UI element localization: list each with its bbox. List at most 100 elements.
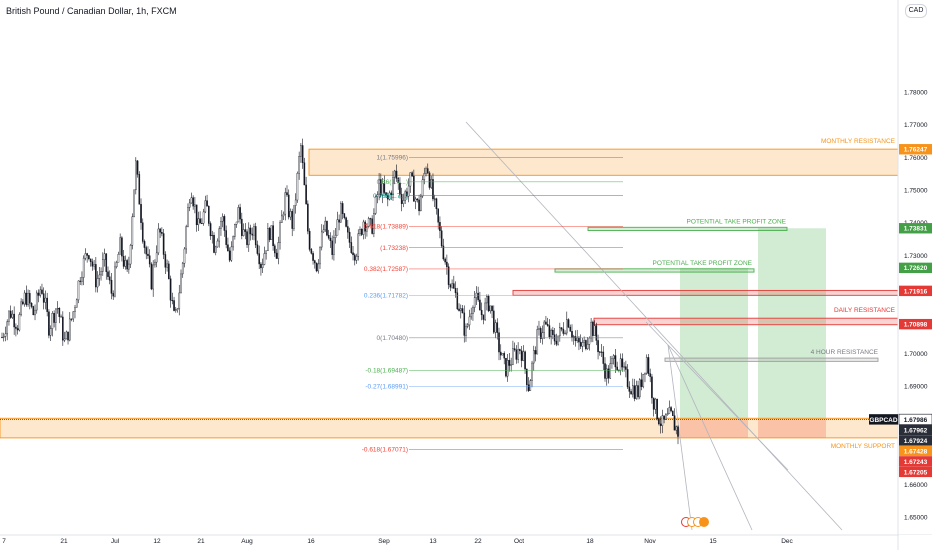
candle-body bbox=[432, 179, 434, 200]
candle-body bbox=[578, 337, 580, 343]
candle-body bbox=[244, 229, 247, 232]
candle-body bbox=[232, 236, 234, 248]
candle-body bbox=[673, 415, 676, 431]
price-label-box bbox=[899, 466, 932, 478]
price-label-box bbox=[899, 318, 932, 330]
trend-line[interactable] bbox=[465, 121, 843, 531]
price-label-text: 1.70898 bbox=[904, 322, 928, 329]
candle-body bbox=[112, 293, 115, 297]
candle-body bbox=[216, 240, 219, 248]
candle-body bbox=[590, 321, 592, 339]
candle-body bbox=[23, 292, 26, 305]
candle-body bbox=[536, 329, 539, 355]
candle-body bbox=[557, 335, 559, 345]
fib-label: -0.618(1.67071) bbox=[362, 446, 408, 453]
candle-body bbox=[188, 202, 191, 208]
trend-line[interactable] bbox=[645, 321, 789, 471]
candle-body bbox=[105, 253, 108, 272]
candle-body bbox=[494, 322, 497, 333]
candle-body bbox=[293, 205, 295, 229]
price-label-text: 1.67428 bbox=[904, 448, 928, 455]
candle-body bbox=[126, 260, 128, 270]
candle-body bbox=[338, 219, 340, 223]
candle-body bbox=[569, 326, 572, 332]
candle-body bbox=[178, 292, 181, 309]
price-label-text: 1.71916 bbox=[904, 288, 928, 295]
candle-body bbox=[296, 172, 299, 201]
economic-event-icon[interactable] bbox=[699, 517, 709, 527]
candle-body bbox=[652, 397, 655, 410]
profit-zone[interactable] bbox=[680, 267, 748, 420]
candle-body bbox=[284, 192, 287, 215]
fib-label: 0.236(1.71782) bbox=[364, 292, 408, 299]
candle-body bbox=[508, 359, 511, 366]
candle-body bbox=[159, 228, 161, 233]
candle-body bbox=[117, 254, 120, 263]
candle-body bbox=[121, 237, 123, 257]
candle-body bbox=[320, 231, 323, 248]
price-label-box bbox=[898, 413, 932, 425]
candle-body bbox=[390, 192, 393, 196]
candle-body bbox=[414, 198, 417, 202]
candle-body bbox=[435, 198, 438, 210]
fib-layer: 1(1.75996) 0.86(1.7...) 0.786(1.7...) 0.618… bbox=[362, 155, 709, 527]
candle-body bbox=[492, 310, 495, 333]
stop-zone[interactable] bbox=[758, 419, 826, 438]
candle-body bbox=[671, 410, 674, 416]
zone-rect[interactable] bbox=[308, 148, 899, 176]
candle-body bbox=[576, 337, 579, 342]
candle-body bbox=[605, 368, 608, 379]
stop-zone[interactable] bbox=[680, 419, 748, 438]
candle-body bbox=[308, 230, 311, 250]
candle-body bbox=[559, 327, 561, 337]
trend-line[interactable] bbox=[667, 344, 753, 531]
zone-rect[interactable] bbox=[593, 317, 899, 326]
zone-rect[interactable] bbox=[0, 417, 899, 439]
zone-label: MONTHLY SUPPORT bbox=[831, 443, 895, 450]
candle-body bbox=[214, 246, 217, 253]
candle-body bbox=[239, 207, 241, 220]
candle-body bbox=[426, 168, 429, 174]
candle-body bbox=[524, 351, 526, 370]
candle-body bbox=[572, 336, 575, 338]
currency-badge[interactable]: CAD bbox=[905, 4, 927, 18]
candle-body bbox=[649, 373, 651, 377]
profit-zone[interactable] bbox=[758, 228, 826, 420]
candle-body bbox=[298, 156, 300, 174]
candle-body bbox=[192, 197, 194, 207]
candle-body bbox=[294, 199, 297, 206]
candle-body bbox=[386, 195, 389, 200]
zone-rect[interactable] bbox=[664, 357, 879, 362]
candle-body bbox=[520, 350, 523, 361]
candle-body bbox=[256, 244, 259, 254]
candle-body bbox=[675, 426, 678, 431]
zone-rect[interactable] bbox=[554, 268, 755, 273]
zone-rect[interactable] bbox=[512, 289, 899, 296]
candle-body bbox=[360, 229, 363, 235]
trend-line[interactable] bbox=[667, 344, 693, 531]
y-tick-label: 1.75000 bbox=[904, 188, 928, 195]
candle-body bbox=[632, 385, 634, 395]
candle-body bbox=[546, 323, 549, 326]
candle-body bbox=[366, 226, 368, 232]
candle-body bbox=[592, 321, 594, 336]
zone-rect[interactable] bbox=[587, 226, 788, 232]
candle-body bbox=[505, 357, 507, 377]
candle-body bbox=[668, 407, 671, 414]
candle-body bbox=[95, 264, 97, 288]
y-tick-label: 1.65000 bbox=[904, 515, 928, 522]
candle-body bbox=[421, 179, 424, 197]
price-label-box bbox=[899, 144, 932, 155]
y-tick-label: 1.69000 bbox=[904, 384, 928, 391]
candle-body bbox=[340, 203, 342, 223]
candle-body bbox=[468, 316, 471, 326]
price-label-text: 1.73831 bbox=[904, 226, 928, 233]
candle-body bbox=[585, 340, 587, 350]
candle-body bbox=[51, 313, 54, 329]
candle-body bbox=[56, 308, 59, 310]
candle-body bbox=[173, 300, 175, 311]
candle-body bbox=[4, 333, 7, 337]
candle-body bbox=[267, 228, 269, 251]
